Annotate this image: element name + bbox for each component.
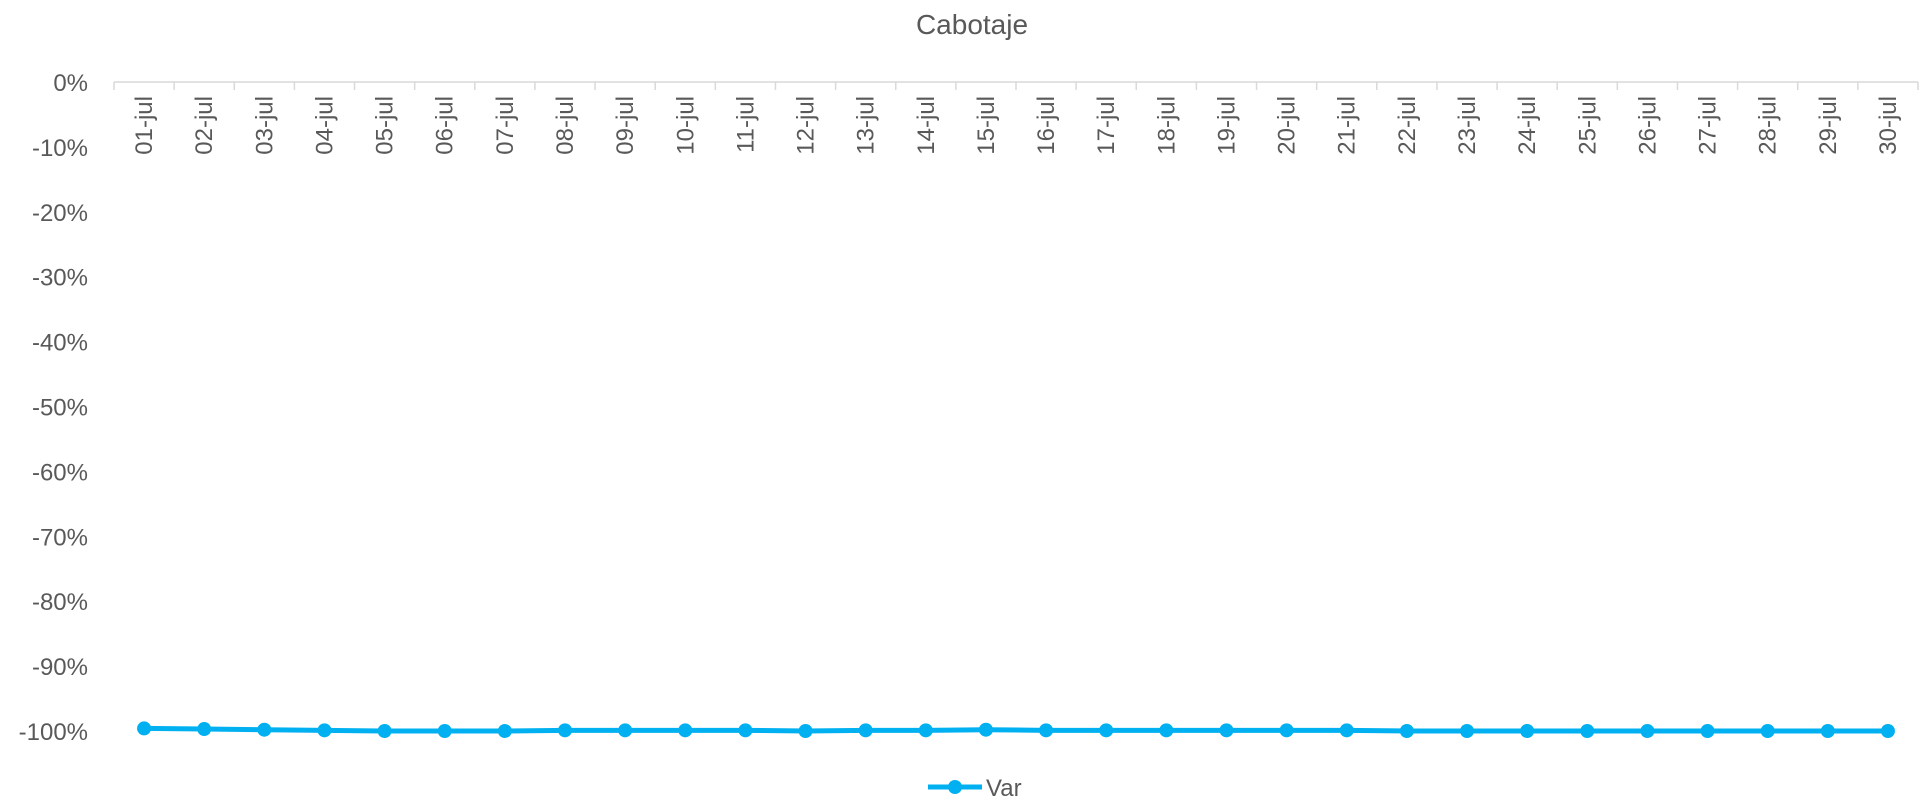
- x-tick-label: 29-jul: [1815, 96, 1842, 155]
- series-layer: [137, 721, 1895, 738]
- x-tick-label: 16-jul: [1033, 96, 1060, 155]
- y-tick-label: -50%: [32, 395, 88, 422]
- data-point: [1339, 723, 1354, 738]
- x-tick-label: 05-jul: [372, 96, 399, 155]
- data-point: [317, 723, 332, 738]
- data-point: [1460, 724, 1474, 738]
- x-tick-label: 21-jul: [1334, 96, 1361, 155]
- y-tick-label: 0%: [53, 70, 88, 97]
- x-tick-label: 22-jul: [1394, 96, 1421, 155]
- x-tick-label: 07-jul: [492, 96, 519, 155]
- x-tick-label: 24-jul: [1514, 96, 1541, 155]
- data-point: [1520, 724, 1535, 738]
- data-point: [1039, 723, 1054, 738]
- x-tick-label: 28-jul: [1755, 96, 1782, 155]
- y-tick-label: -40%: [32, 330, 88, 357]
- data-point: [1399, 724, 1414, 738]
- x-tick-label: 11-jul: [732, 96, 759, 153]
- data-point: [1760, 724, 1775, 738]
- y-tick-label: -10%: [32, 135, 88, 162]
- x-tick-label: 03-jul: [251, 96, 278, 155]
- chart-title: Cabotaje: [916, 9, 1028, 40]
- data-point: [1640, 724, 1655, 738]
- x-tick-label: 10-jul: [672, 96, 699, 155]
- x-tick-label: 12-jul: [793, 96, 820, 155]
- x-tick-label: 04-jul: [311, 96, 338, 155]
- data-point: [437, 724, 452, 738]
- data-point: [257, 722, 272, 737]
- x-tick-label: 23-jul: [1454, 96, 1481, 155]
- data-point: [678, 723, 693, 738]
- x-tick-label: 14-jul: [913, 96, 940, 155]
- x-tick-label: 06-jul: [432, 96, 459, 155]
- legend: Var: [928, 775, 1022, 799]
- data-point: [197, 722, 212, 737]
- x-tick-label: 20-jul: [1274, 96, 1301, 155]
- y-tick-label: -60%: [32, 459, 88, 486]
- y-tick-label: -20%: [32, 200, 88, 227]
- y-axis-ticks: 0% -10% -20% -30% -40% -50% -60% -70% -80% -90% -1…: [19, 70, 88, 746]
- x-tick-label: 15-jul: [973, 96, 1000, 155]
- legend-label: Var: [986, 775, 1022, 799]
- data-point: [1580, 724, 1595, 738]
- y-tick-label: -70%: [32, 524, 88, 551]
- y-tick-label: -30%: [32, 265, 88, 292]
- x-tick-label: 09-jul: [612, 96, 639, 155]
- data-point: [618, 723, 633, 738]
- x-tick-label: 25-jul: [1574, 96, 1601, 155]
- x-tick-label: 27-jul: [1695, 96, 1722, 155]
- data-point: [1099, 723, 1114, 738]
- y-tick-label: -100%: [19, 719, 88, 746]
- data-point: [558, 723, 572, 738]
- data-point: [978, 722, 993, 737]
- data-point: [1880, 724, 1895, 738]
- data-point: [738, 723, 753, 738]
- data-point: [1219, 723, 1234, 738]
- data-point: [1159, 723, 1174, 738]
- data-point: [918, 723, 933, 738]
- data-point: [1279, 723, 1294, 738]
- data-point: [497, 724, 512, 738]
- x-tick-label: 30-jul: [1875, 96, 1902, 155]
- x-tick-label: 13-jul: [853, 96, 880, 155]
- series-line: [141, 725, 1891, 734]
- data-point: [1700, 724, 1715, 738]
- x-tick-label: 02-jul: [191, 96, 218, 155]
- x-tick-label: 19-jul: [1213, 96, 1240, 155]
- legend-marker: [948, 780, 962, 794]
- data-point: [137, 721, 152, 736]
- x-tick-label: 08-jul: [552, 96, 579, 155]
- x-tick-label: 01-jul: [131, 96, 158, 155]
- data-point: [798, 724, 813, 738]
- data-point: [858, 723, 873, 738]
- y-tick-label: -90%: [32, 654, 88, 681]
- data-point: [377, 724, 392, 738]
- x-tick-label: 18-jul: [1153, 96, 1180, 155]
- x-axis: 01-jul 02-jul 03-jul 04-jul 05-jul 06-jul 07-j…: [113, 81, 1919, 155]
- y-tick-label: -80%: [32, 589, 88, 616]
- data-point: [1820, 724, 1835, 738]
- x-tick-label: 26-jul: [1634, 96, 1661, 155]
- x-tick-label: 17-jul: [1093, 96, 1120, 155]
